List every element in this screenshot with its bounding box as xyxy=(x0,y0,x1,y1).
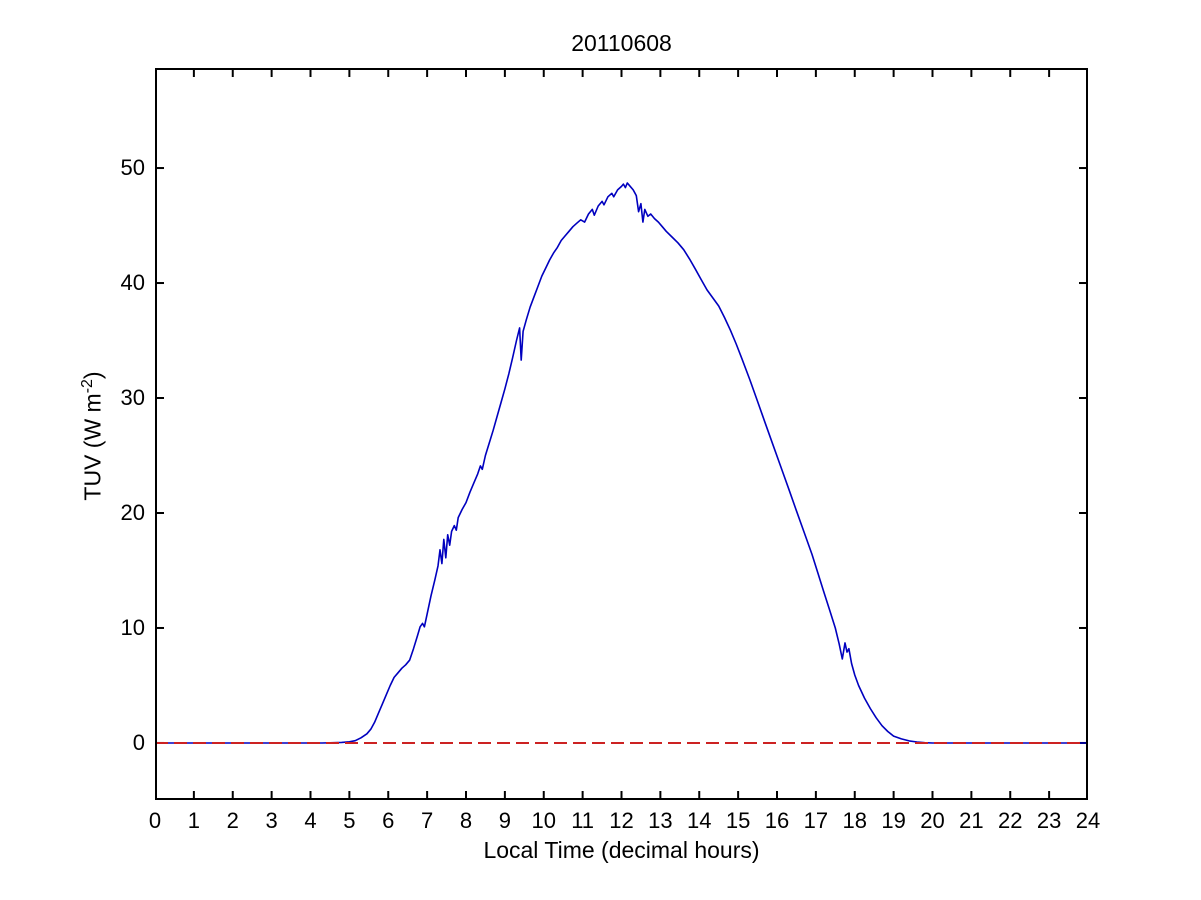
x-tick-label: 2 xyxy=(226,808,239,833)
y-tick-label: 40 xyxy=(120,270,145,296)
x-tick-label: 19 xyxy=(881,808,906,833)
axis-ticks xyxy=(155,68,1088,800)
x-tick-label: 3 xyxy=(265,808,278,833)
x-tick-label: 21 xyxy=(959,808,984,833)
y-tick-label: 0 xyxy=(132,729,145,755)
x-tick-label: 6 xyxy=(382,808,395,833)
x-tick-label: 20 xyxy=(920,808,945,833)
y-axis-label: TUV (W m-2) xyxy=(79,286,109,586)
x-tick-label: 9 xyxy=(498,808,511,833)
x-tick-label: 7 xyxy=(421,808,434,833)
plot-box xyxy=(155,68,1088,800)
plot-canvas xyxy=(155,68,1088,800)
chart-title: 20110608 xyxy=(571,30,672,56)
x-tick-label: 18 xyxy=(842,808,867,833)
y-tick-label: 10 xyxy=(120,614,145,640)
x-tick-label: 23 xyxy=(1036,808,1062,833)
x-tick-label: 11 xyxy=(571,808,595,833)
x-tick-label: 24 xyxy=(1075,808,1101,833)
x-tick-label: 13 xyxy=(648,808,673,833)
x-tick-label: 14 xyxy=(687,808,712,833)
y-tick-label: 30 xyxy=(120,385,145,410)
x-tick-label: 4 xyxy=(304,808,317,833)
data-line xyxy=(155,182,1088,744)
x-tick-label: 8 xyxy=(459,808,473,833)
x-tick-label: 1 xyxy=(187,808,200,833)
plot-area xyxy=(155,68,1088,800)
x-tick-label: 0 xyxy=(148,808,162,833)
y-tick-label: 50 xyxy=(120,155,145,181)
y-tick-label: 20 xyxy=(120,499,145,525)
y-axis-label-suffix: ) xyxy=(79,371,106,380)
x-tick-label: 17 xyxy=(803,808,829,833)
x-tick-label: 16 xyxy=(764,808,790,833)
x-tick-label: 10 xyxy=(531,808,556,833)
x-axis-label: Local Time (decimal hours) xyxy=(483,837,760,863)
x-tick-label: 15 xyxy=(725,808,751,833)
x-tick-label: 22 xyxy=(998,808,1023,833)
x-tick-label: 12 xyxy=(609,808,634,833)
x-tick-label: 5 xyxy=(343,808,356,833)
